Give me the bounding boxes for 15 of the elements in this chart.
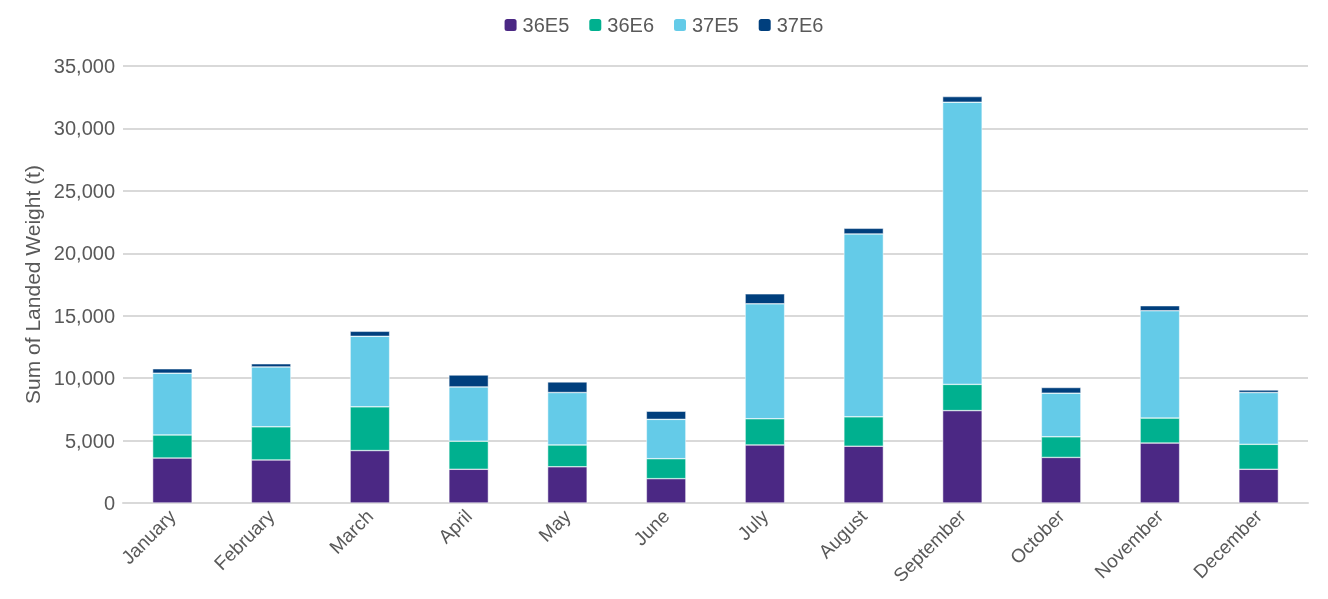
y-tick-label: 10,000 xyxy=(53,367,115,390)
legend-label: 36E6 xyxy=(607,14,655,36)
legend-label: 36E5 xyxy=(522,14,570,36)
x-tick-label: July xyxy=(733,505,773,545)
legend-label: 37E5 xyxy=(692,14,739,36)
y-tick-label: 25,000 xyxy=(53,179,115,202)
y-axis-title: Sum of Landed Weight (t) xyxy=(20,165,44,404)
y-tick-label: 30,000 xyxy=(53,117,115,140)
legend-label: 37E6 xyxy=(776,14,824,36)
y-tick-label: 15,000 xyxy=(53,304,115,327)
y-tick-label: 20,000 xyxy=(53,242,115,265)
y-tick-label: 5,000 xyxy=(64,429,115,452)
x-tick-label: May xyxy=(534,505,576,546)
y-tick-label: 0 xyxy=(103,492,115,514)
y-tick-label: 35,000 xyxy=(53,55,115,77)
